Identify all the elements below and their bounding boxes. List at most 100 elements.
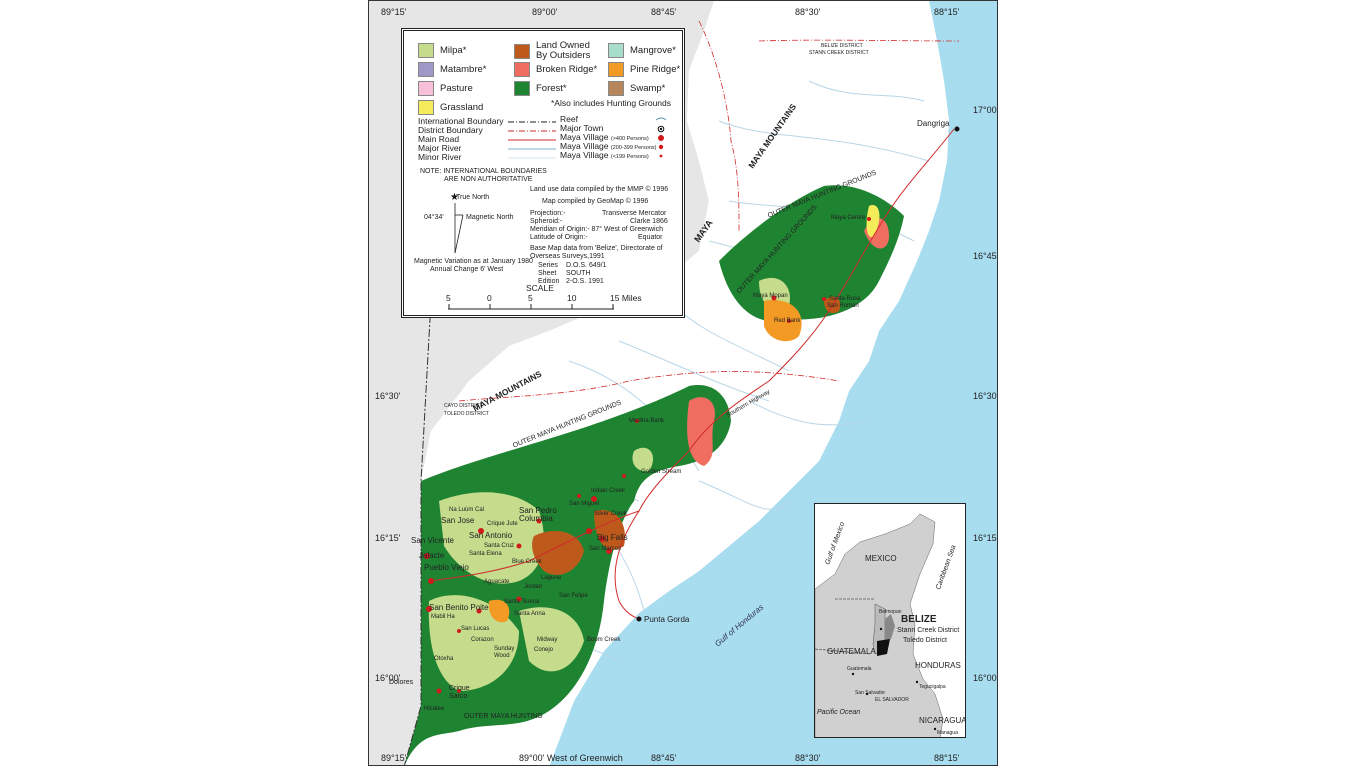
village-jalacte: Jalacte	[419, 551, 445, 560]
village-maya-centre: Maya Centre	[831, 215, 866, 221]
inset-guatemala: GUATEMALA	[827, 647, 876, 656]
tick-right-4: 16°15'	[973, 533, 998, 543]
village-san-lucas: San Lucas	[461, 626, 490, 632]
true-north-label: True North	[456, 194, 490, 201]
legend-forest: Forest*	[514, 81, 567, 96]
international-boundary	[404, 300, 432, 765]
village-san-benito-poite: San Benito Poite	[429, 603, 489, 612]
legend-mangrove: Mangrove*	[608, 43, 676, 58]
inset-pacific: Pacific Ocean	[817, 709, 861, 716]
village-san-marcos: San Marcos	[589, 546, 622, 552]
tick-left-3: 16°30'	[375, 391, 401, 401]
scale-tick-4: 10	[567, 293, 577, 303]
tick-bottom-5: 88°15'	[934, 753, 960, 763]
village-santa-cruz: Santa Cruz	[484, 543, 515, 549]
forest-swatch	[514, 81, 530, 96]
annual-change: Annual Change 6' West	[430, 266, 504, 273]
legend-line-international: International Boundary	[418, 116, 504, 126]
village-dolores: Dolores	[389, 679, 414, 686]
legend: Milpa* Matambre* Pasture Grassland Land …	[401, 28, 685, 318]
grassland-swatch	[418, 100, 434, 115]
village-medina-bank: Medina Bank	[629, 418, 665, 424]
tick-bottom-3: 88°45'	[651, 753, 677, 763]
inset-nicaragua: NICARAGUA	[919, 716, 966, 725]
tick-bottom-4: 88°30'	[795, 753, 821, 763]
declination-label: 04°34'	[424, 214, 444, 221]
village-indian-creek: Indian Creek	[591, 488, 626, 494]
village-otoxha: Otoxha	[434, 656, 454, 662]
scale-bar	[448, 304, 614, 310]
tick-top-2: 89°00'	[532, 7, 558, 17]
village-hicatee: Hicatee	[424, 706, 445, 712]
legend-outsider-land: Land Owned By Outsiders	[514, 41, 590, 61]
tick-left-4: 16°15'	[375, 533, 401, 543]
village-santa-elena: Santa Elena	[469, 551, 502, 557]
village-midway: Midway	[537, 637, 558, 643]
legend-footnote: *Also includes Hunting Grounds	[551, 98, 672, 108]
village-san-roman: San Roman	[827, 303, 859, 309]
magnetic-north-label: Magnetic North	[466, 214, 514, 221]
series-label: Series	[538, 262, 558, 269]
inset-honduras: HONDURAS	[915, 661, 961, 670]
grassland-area	[866, 205, 880, 237]
sheet-label: Sheet	[538, 270, 557, 277]
label-toledo-district: TOLEDO DISTRICT	[444, 411, 489, 417]
legend-swamp: Swamp*	[608, 81, 665, 96]
inset-belize: BELIZE	[901, 614, 937, 625]
village-corazon: Corazon	[471, 637, 494, 643]
village-san-miguel: San Miguel	[569, 501, 600, 507]
legend-pine-ridge: Pine Ridge*	[608, 62, 680, 77]
legend-point-major-town: Major Town	[560, 123, 604, 133]
scale-tick-2: 0	[487, 293, 492, 303]
punta-gorda-marker	[636, 616, 642, 622]
label-cayo-district: CAYO DISTRICT	[444, 403, 483, 409]
inset-map: MEXICO BELIZE Stann Creek District Toled…	[814, 503, 966, 738]
legend-note-2: ARE NON AUTHORITATIVE	[444, 176, 533, 183]
inset-san-salvador: San Salvador	[855, 690, 886, 696]
village-santa-anna: Santa Anna	[514, 611, 546, 617]
edition-label: Edition	[538, 278, 560, 285]
label-stann-creek-district: STANN CREEK DISTRICT	[809, 50, 869, 56]
credit-map: Map compiled by GeoMap © 1996	[542, 198, 649, 205]
north-arrow: ★	[450, 192, 464, 254]
legend-broken-ridge: Broken Ridge*	[514, 62, 597, 77]
village-golden-stream: Golden Stream	[641, 469, 682, 475]
village-red-bank: Red Bank	[774, 318, 801, 324]
credit-land-use: Land use data compiled by the MMP © 1996	[530, 186, 669, 193]
legend-point-symbols	[655, 117, 667, 158]
pine-ridge-swatch	[608, 62, 624, 77]
village-crique-jute: Crique Jute	[487, 521, 518, 527]
tick-top-5: 88°15'	[934, 7, 960, 17]
village-jordan: Jordan	[524, 584, 543, 590]
projection-value: Transverse Mercator	[602, 210, 667, 217]
inset-guatemala-city: Guatemala	[847, 666, 872, 672]
town-punta-gorda: Punta Gorda	[644, 615, 690, 624]
village-san-antonio: San Antonio	[469, 531, 513, 540]
milpa-swatch	[418, 43, 434, 58]
inset-managua: Managua	[937, 730, 958, 736]
village-silver-creek: Silver Creek	[594, 511, 627, 517]
pine-ridge-areas	[488, 300, 802, 623]
tick-top-4: 88°30'	[795, 7, 821, 17]
series-value: D.O.S. 649/1	[566, 262, 607, 269]
scale-tick-5: 15 Miles	[610, 293, 642, 303]
village-san-felipe: San Felipe	[559, 593, 588, 599]
village-pueblo-viejo: Pueblo Viejo	[424, 563, 469, 572]
district-boundaries	[458, 20, 960, 402]
village-sunday-wood: Sunday Wood	[494, 646, 515, 659]
spheroid-value: Clarke 1866	[630, 218, 668, 225]
village-na-luum-cal: Na Luùm Cal	[449, 507, 485, 513]
inset-belmopan: Belmopan	[879, 609, 902, 615]
inset-mexico: MEXICO	[865, 554, 897, 563]
tick-bottom-1: 89°15'	[381, 753, 407, 763]
tick-top-3: 88°45'	[651, 7, 677, 17]
base-map-1: Base Map data from 'Belize', Directorate…	[530, 245, 663, 252]
label-belize-district: BELIZE DISTRICT	[821, 43, 863, 49]
village-big-falls: Big Falls	[597, 533, 628, 542]
village-blue-creek: Blue Creek	[512, 559, 542, 565]
village-crique-sarco: Crique Sarco	[449, 685, 470, 700]
legend-line-district: District Boundary	[418, 125, 483, 135]
pasture-swatch	[418, 81, 434, 96]
legend-line-minor-river: Minor River	[418, 152, 462, 162]
legend-line-road: Main Road	[418, 134, 460, 144]
